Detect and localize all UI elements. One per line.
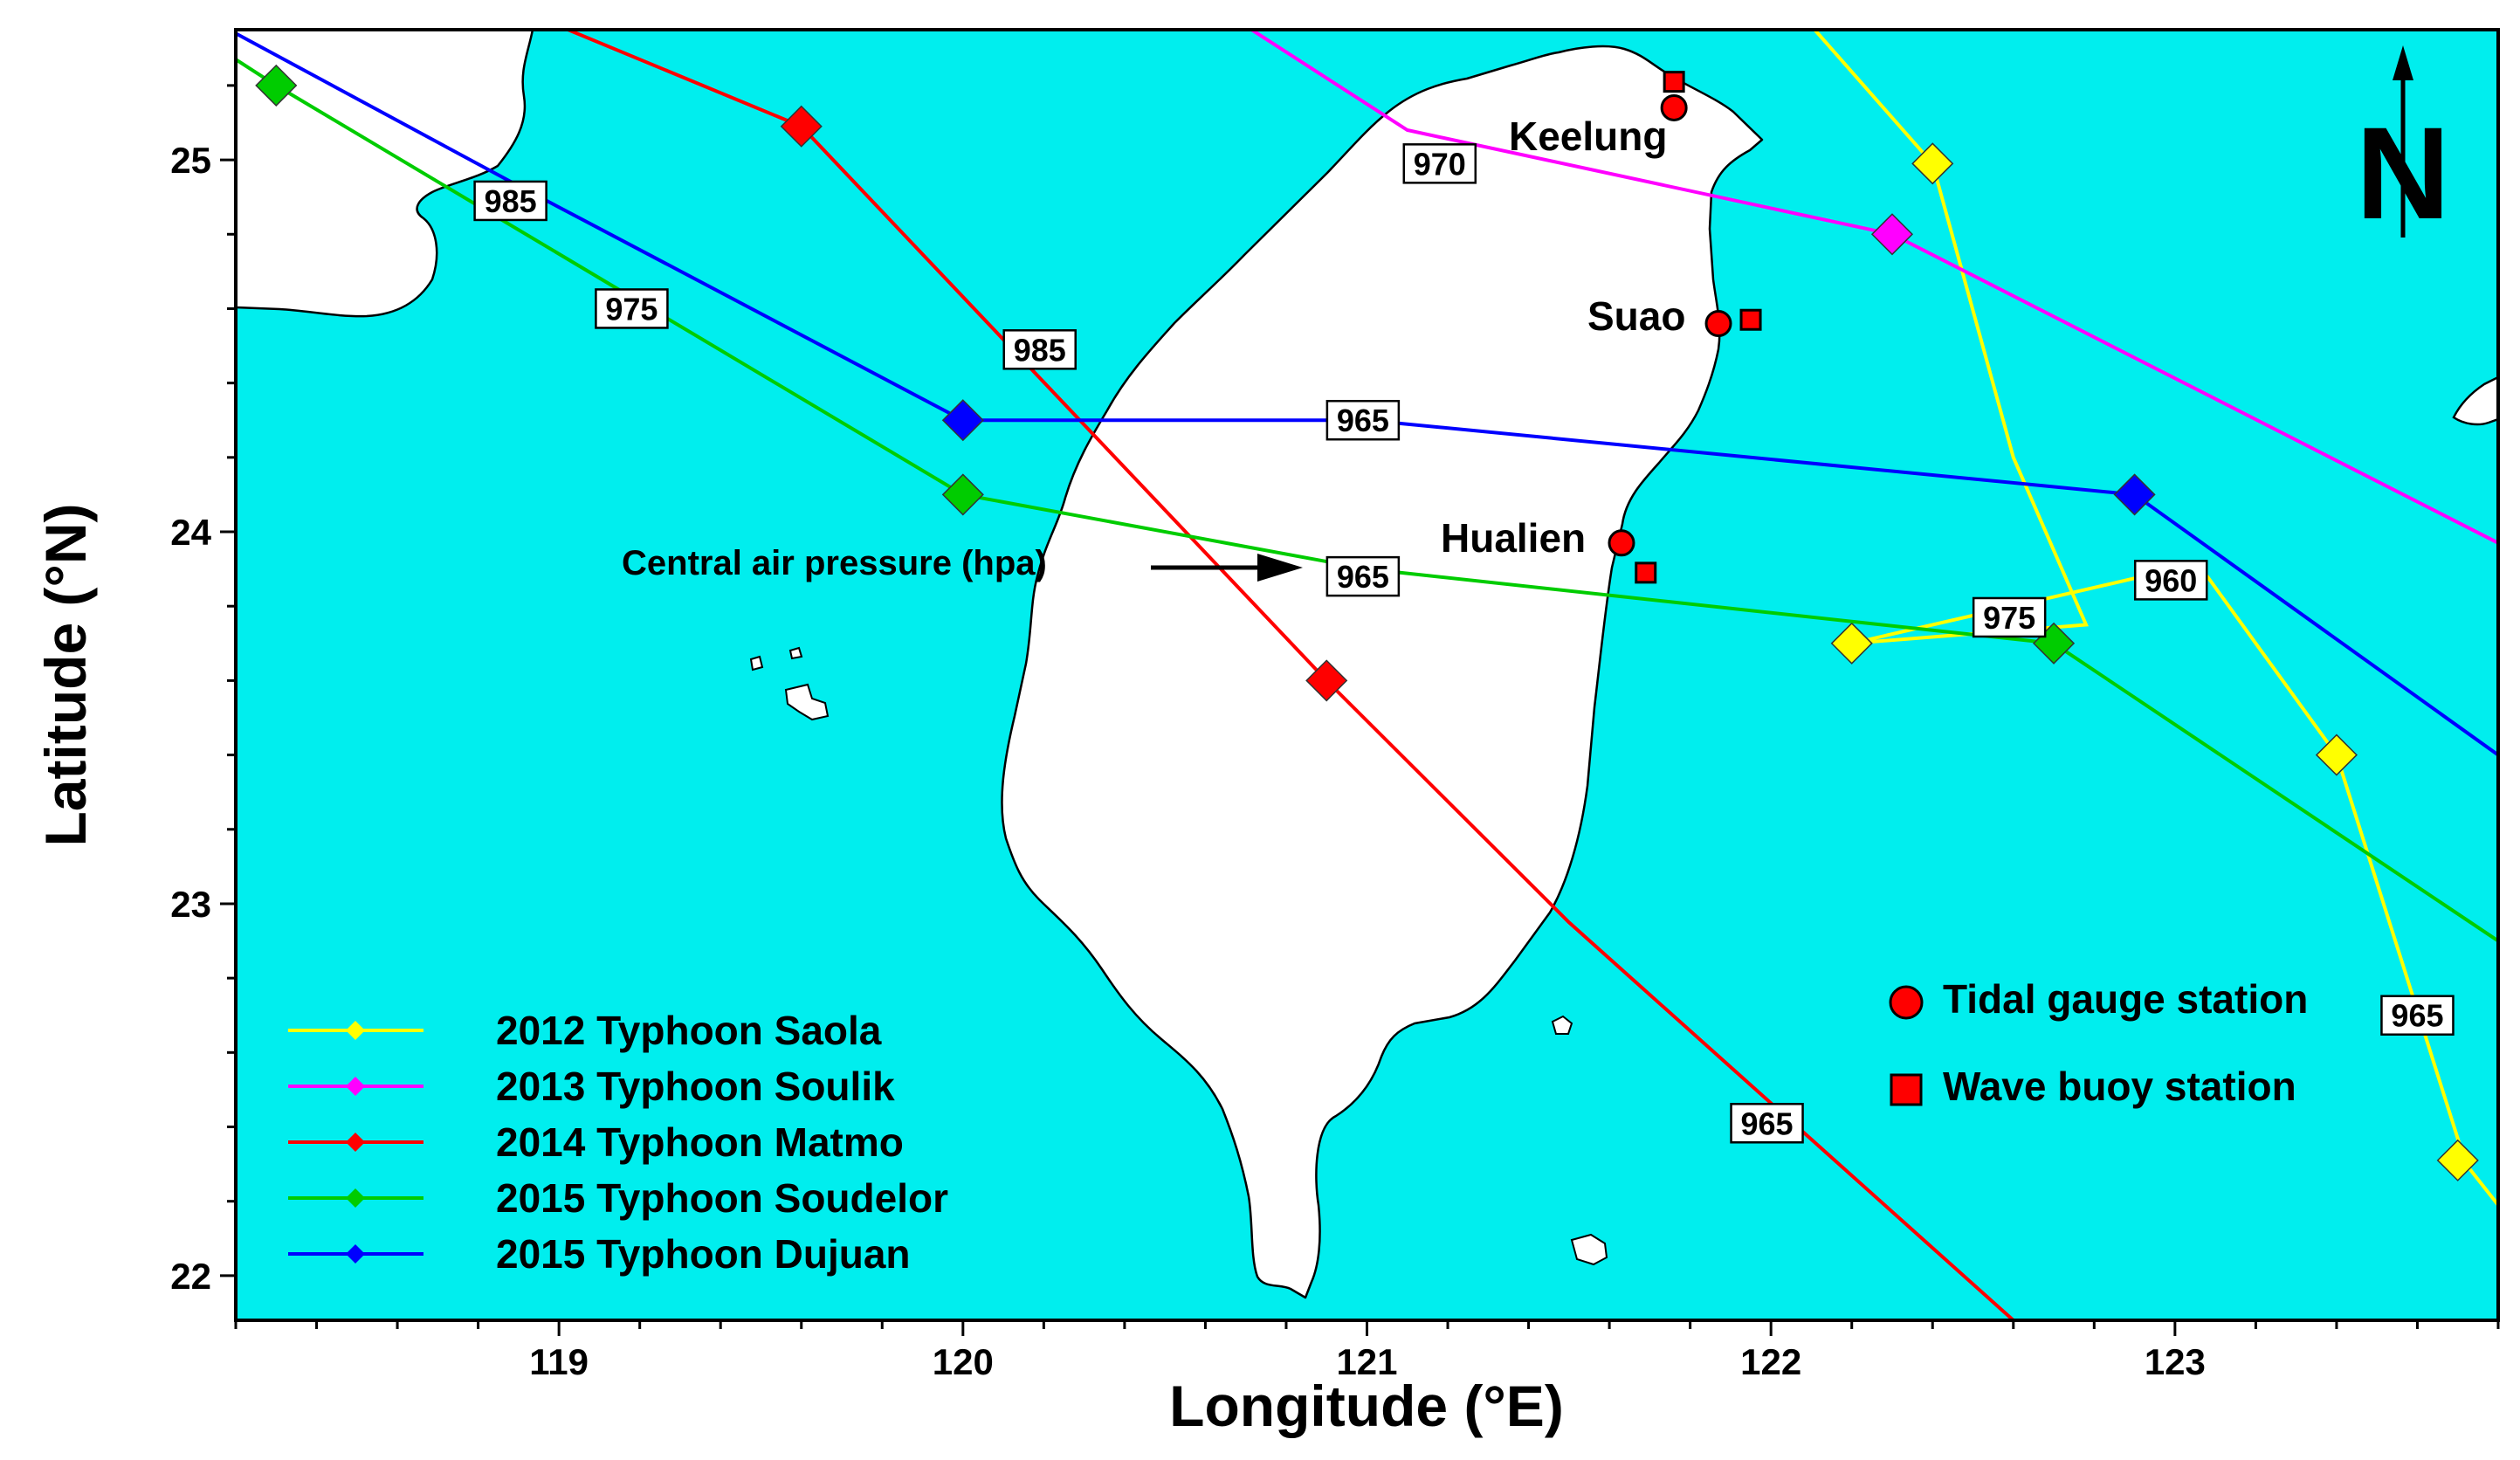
track-marker-2015-typhoon-dujuan <box>941 399 984 442</box>
wave-buoy-station <box>1635 561 1657 584</box>
legend-station-label: Tidal gauge station <box>1943 976 2308 1022</box>
place-label-keelung: Keelung <box>1509 114 1667 159</box>
legend-label: 2015 Typhoon Soudelor <box>496 1175 948 1221</box>
pressure-label-box <box>1325 399 1401 441</box>
pressure-label: 975 <box>605 291 658 327</box>
pressure-label: 965 <box>1337 559 1389 595</box>
y-tick-label: 22 <box>170 1256 211 1297</box>
mainland-china-coast <box>236 30 534 318</box>
pressure-label-box <box>595 288 669 329</box>
north-arrow-head-icon <box>2393 45 2413 80</box>
x-tick-label: 120 <box>933 1341 994 1382</box>
pressure-labels: 985 975 985 970 965 965 975 960 965 965 <box>473 143 2455 1144</box>
legend-wave-buoy-symbol <box>1890 1073 1923 1106</box>
wave-buoy-station <box>1663 71 1685 93</box>
place-label-suao: Suao <box>1587 293 1685 339</box>
track-marker-2014-typhoon-matmo <box>780 105 823 148</box>
plot-area: 985 975 985 970 965 965 975 960 965 965 <box>234 28 2500 1322</box>
pressure-label-box <box>1002 329 1077 370</box>
legend-marker <box>346 1021 365 1040</box>
orchid-island <box>1570 1233 1608 1266</box>
tidal-gauge-station <box>1660 93 1688 121</box>
pressure-label-box <box>1325 555 1401 597</box>
track-marker-2012-typhoon-saola <box>1830 622 1873 665</box>
legend-marker <box>346 1133 365 1152</box>
y-tick-label: 23 <box>170 884 211 925</box>
x-axis: 119 120 121 122 123 <box>234 1320 2500 1382</box>
wave-buoy-station <box>1739 308 1762 331</box>
y-axis: 22 23 24 25 <box>170 84 236 1297</box>
pressure-label: 960 <box>2145 562 2197 598</box>
pressure-label: 970 <box>1414 146 1466 182</box>
pressure-label-box <box>2133 560 2208 601</box>
typhoon-tracks <box>236 30 2498 1320</box>
place-label-hualien: Hualien <box>1441 515 1586 561</box>
pressure-label-box <box>1972 596 2047 638</box>
track-marker-2012-typhoon-saola <box>2436 1139 2479 1181</box>
legend-marker <box>346 1077 365 1096</box>
pressure-annotation: Central air pressure (hpa) <box>622 544 1303 582</box>
stations <box>1608 71 1762 584</box>
annotation-arrow-icon <box>1257 554 1303 582</box>
track-marker-2015-typhoon-soudelor <box>941 473 984 516</box>
pressure-label-box <box>2380 995 2455 1036</box>
legend-label: 2015 Typhoon Dujuan <box>496 1231 911 1277</box>
track-marker-2015-typhoon-soudelor <box>255 64 298 107</box>
track-marker-2014-typhoon-matmo <box>1305 659 1348 702</box>
track-marker-2012-typhoon-saola <box>2315 733 2358 776</box>
taiwan-island <box>1001 45 1764 1299</box>
legend-marker <box>346 1244 365 1264</box>
track-marker-2012-typhoon-saola <box>1911 142 1954 185</box>
legend: 2012 Typhoon Saola 2013 Typhoon Soulik 201… <box>288 976 2308 1277</box>
penghu-islands <box>749 646 830 721</box>
legend-label: 2014 Typhoon Matmo <box>496 1119 904 1165</box>
pressure-label: 975 <box>1983 600 2035 636</box>
tidal-gauge-station <box>1704 309 1732 337</box>
pressure-label-box <box>473 180 547 222</box>
pressure-label: 985 <box>1014 332 1066 368</box>
north-arrow: N <box>2356 45 2450 246</box>
pressure-label-box <box>1402 143 1477 184</box>
x-axis-title: Longitude (°E) <box>1169 1374 1564 1438</box>
track-marker-2013-typhoon-soulik <box>1870 213 1914 256</box>
x-tick-label: 123 <box>2145 1341 2206 1382</box>
pressure-label: 965 <box>2391 998 2443 1034</box>
x-tick-label: 119 <box>529 1341 589 1382</box>
legend-station-label: Wave buoy station <box>1943 1064 2296 1109</box>
y-axis-title: Latitude (°N) <box>33 503 98 846</box>
pressure-label: 985 <box>485 183 537 219</box>
islet-upper-right <box>2452 375 2498 426</box>
land-layer <box>236 30 2498 1299</box>
track-line-2013-typhoon-soulik <box>1248 30 2498 545</box>
track-line-2015-typhoon-dujuan <box>236 31 2498 757</box>
y-tick-label: 24 <box>170 512 211 553</box>
pressure-label-box <box>1730 1103 1804 1144</box>
legend-tidal-gauge-symbol <box>1889 985 1924 1020</box>
legend-label: 2012 Typhoon Saola <box>496 1008 882 1053</box>
x-tick-label: 121 <box>1336 1341 1397 1382</box>
pressure-label: 965 <box>1337 403 1389 438</box>
north-label: N <box>2356 100 2450 246</box>
annotation-text: Central air pressure (hpa) <box>622 544 1047 582</box>
tidal-gauge-station <box>1608 529 1635 557</box>
legend-marker <box>346 1188 365 1208</box>
green-island <box>1551 1015 1573 1035</box>
y-tick-label: 25 <box>170 140 211 181</box>
track-marker-2015-typhoon-dujuan <box>2113 473 2156 516</box>
pressure-label: 965 <box>1741 1105 1794 1141</box>
legend-label: 2013 Typhoon Soulik <box>496 1064 895 1109</box>
x-tick-label: 122 <box>1740 1341 1801 1382</box>
